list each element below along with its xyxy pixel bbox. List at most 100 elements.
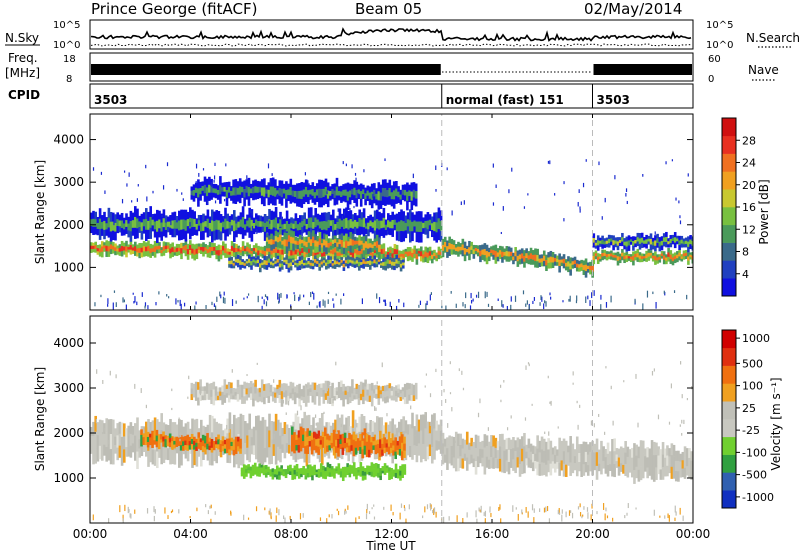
heatmap-cell [201,434,205,441]
heatmap-cell [245,388,249,395]
heatmap-cell [129,433,133,446]
heatmap-cell [399,260,403,265]
heatmap-cell [283,422,287,435]
heatmap-cell [336,252,339,257]
speckle [167,515,169,519]
heatmap-cell [531,445,535,455]
heatmap-cell [354,253,357,259]
heatmap-cell [341,440,345,448]
heatmap-cell [282,471,286,474]
heatmap-cell [362,208,366,219]
heatmap-cell [627,240,631,246]
heatmap-cell [241,261,244,266]
heatmap-cell [437,218,441,230]
heatmap-cell [549,256,553,263]
heatmap-cell [211,448,214,466]
heatmap-cell [279,234,282,242]
heatmap-cell [313,389,317,398]
heatmap-cell [322,262,326,266]
heatmap-cell [125,251,128,258]
heatmap-cell [316,261,319,265]
heatmap-cell [567,261,570,267]
heatmap-cell [395,259,398,264]
heatmap-cell [312,255,315,260]
heatmap-cell [476,245,480,250]
heatmap-cell [138,448,141,458]
heatmap-cell [330,466,334,470]
heatmap-cell [614,257,618,261]
heatmap-cell [529,443,533,452]
heatmap-cell [282,383,286,389]
heatmap-cell [582,464,586,476]
heatmap-cell [374,467,378,473]
heatmap-cell [276,255,280,260]
heatmap-cell [359,440,362,448]
heatmap-cell [346,182,350,192]
heatmap-cell [575,462,579,477]
heatmap-cell [226,248,229,252]
heatmap-cell [217,229,221,240]
heatmap-cell [296,384,299,390]
heatmap-cell [329,245,333,250]
heatmap-cell [567,266,570,273]
speckle [311,291,314,294]
heatmap-cell [180,450,183,466]
heatmap-cell [219,423,223,436]
heatmap-cell [288,444,291,454]
heatmap-cell [386,189,389,198]
heatmap-cell [509,458,513,468]
heatmap-cell [252,398,255,407]
heatmap-cell [649,244,653,251]
heatmap-cell [239,448,242,454]
heatmap-cell [342,267,346,271]
heatmap-cell [291,471,294,477]
heatmap-cell [234,179,238,188]
heatmap-cell [492,435,495,447]
heatmap-cell [240,470,244,474]
heatmap-cell [301,418,304,432]
colorbar-frame [721,329,737,509]
heatmap-cell [358,240,361,246]
heatmap-cell [194,187,198,194]
heatmap-cell [352,431,356,440]
heatmap-cell [487,252,491,257]
heatmap-cell [197,249,201,254]
heatmap-cell [98,252,102,257]
heatmap-cell [256,466,259,470]
heatmap-cell [272,444,276,456]
heatmap-cell [660,240,664,246]
heatmap-cell [156,246,159,250]
speckle [273,379,275,383]
heatmap-cell [276,259,280,263]
heatmap-cell [340,414,344,430]
speckle [112,302,114,310]
heatmap-cell [252,262,255,266]
heatmap-cell [340,262,343,266]
speckle [144,305,146,309]
heatmap-cell [280,398,284,407]
heatmap-cell [483,243,487,250]
heatmap-cell [375,261,379,265]
heatmap-cell [136,248,139,253]
heatmap-cell [167,226,170,233]
heatmap-cell [682,253,686,257]
heatmap-cell [277,433,280,448]
heatmap-cell [243,265,247,269]
heatmap-cell [158,242,161,246]
y-tick-label: 2000 [53,426,84,440]
heatmap-cell [479,256,482,263]
heatmap-cell [323,212,326,222]
heatmap-cell [424,227,427,235]
heatmap-cell [397,388,400,394]
heatmap-cell [601,235,604,241]
speckle [315,422,317,426]
heatmap-cell [332,429,336,439]
heatmap-cell [285,383,288,391]
heatmap-cell [311,195,315,203]
heatmap-cell [381,179,385,189]
heatmap-cell [618,237,622,241]
heatmap-cell [403,195,407,202]
heatmap-cell [265,383,268,389]
heatmap-cell [261,221,265,227]
heatmap-cell [646,457,649,468]
